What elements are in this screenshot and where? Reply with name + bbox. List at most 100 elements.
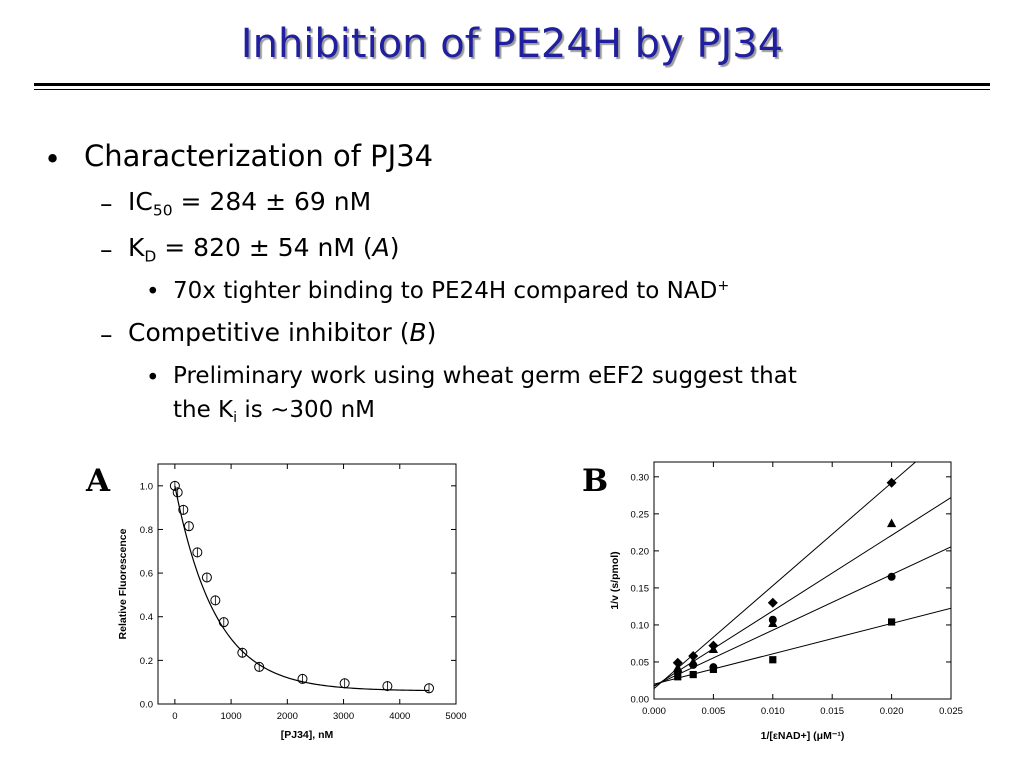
title-divider-thick	[34, 83, 990, 86]
bullet-characterization: Characterization of PJ34	[84, 139, 434, 173]
preliminary-ki-value: is ~300 nM	[237, 397, 376, 423]
chart-a: 0 1000 2000 3000 4000 5000 0.0 0.2 0.4 0.6 0.8 1.0 […	[117, 463, 467, 741]
y-tick-label: 0.10	[631, 620, 650, 631]
ic50-label: IC	[128, 187, 153, 216]
fit-line	[654, 462, 917, 690]
y-axis-label: Relative Fluorescence	[117, 528, 129, 639]
data-point	[210, 595, 221, 606]
slide-title: Inhibition of PE24H by PJ34	[240, 21, 784, 67]
fit-line	[654, 497, 951, 687]
bullet-list: • Characterization of PJ34 – IC50 = 284 …	[44, 139, 797, 426]
y-tick-label: 0.15	[631, 583, 650, 594]
kd-close-paren: )	[389, 233, 400, 262]
data-point	[172, 487, 183, 498]
ic50-value: = 284 ± 69 nM	[172, 187, 372, 216]
binding-text: 70x tighter binding to PE24H compared to…	[173, 277, 718, 304]
dash-marker: –	[100, 320, 113, 349]
y-tick-label: 0.2	[140, 656, 153, 667]
data-point	[424, 683, 435, 694]
plot-frame	[157, 463, 457, 705]
y-axis-label: 1/v (s/pmol)	[609, 551, 621, 609]
data-point	[254, 661, 265, 672]
data-point	[688, 656, 698, 666]
data-point	[709, 663, 718, 672]
x-tick-label: 3000	[333, 711, 354, 722]
dash-marker: –	[100, 189, 113, 218]
x-axis-label: 1/[εNAD+] (μM⁻¹)	[761, 730, 845, 742]
y-tick-label: 0.0	[140, 700, 153, 711]
data-point	[218, 617, 229, 628]
data-point	[887, 572, 896, 581]
x-tick-label: 0.020	[880, 706, 904, 717]
chart-b: 0.000 0.005 0.010 0.015 0.020 0.025 0.00 0.05 0.…	[609, 461, 963, 742]
data-point	[688, 651, 699, 662]
competitive-close-paren: )	[426, 318, 437, 347]
dash-marker: –	[100, 235, 113, 264]
bullet-binding: 70x tighter binding to PE24H compared to…	[173, 279, 729, 303]
kd-panel-ref: A	[372, 233, 390, 262]
y-tick-label: 0.4	[140, 612, 153, 623]
y-tick-label: 0.6	[140, 569, 153, 580]
data-point	[768, 618, 778, 628]
x-tick-label: 1000	[221, 711, 242, 722]
ic50-subscript: 50	[152, 201, 173, 220]
title-divider-thin	[34, 89, 990, 90]
y-tick-label: 0.8	[140, 525, 153, 536]
y-tick-label: 0.20	[631, 546, 650, 557]
fit-line	[654, 546, 951, 687]
y-tick-label: 0.05	[631, 657, 650, 668]
data-point	[178, 504, 189, 515]
x-tick-label: 4000	[389, 711, 410, 722]
x-tick-label: 0.015	[820, 706, 844, 717]
data-point	[237, 647, 248, 658]
data-point	[769, 656, 777, 664]
data-point	[339, 678, 350, 689]
data-point	[767, 597, 778, 608]
kd-subscript: D	[144, 247, 157, 266]
x-tick-label: 0.000	[642, 706, 666, 717]
y-tick-label: 0.25	[631, 509, 650, 520]
x-tick-label: 0.025	[939, 706, 963, 717]
x-tick-label: 0	[172, 711, 177, 722]
x-tick-label: 0.010	[761, 706, 785, 717]
fit-line	[654, 607, 951, 685]
bullet-marker: •	[44, 142, 62, 176]
x-tick-label: 0.005	[702, 706, 726, 717]
data-point	[708, 640, 719, 651]
preliminary-ki-label: the K	[173, 397, 234, 423]
competitive-text: Competitive inhibitor (	[128, 318, 410, 347]
bullet-competitive: Competitive inhibitor (B)	[128, 320, 436, 345]
x-tick-label: 5000	[445, 711, 466, 722]
x-axis-label: [PJ34], nM	[281, 729, 334, 741]
kd-label: K	[128, 233, 145, 262]
bullet-kd: KD = 820 ± 54 nM (A)	[128, 235, 400, 265]
binding-superscript: +	[717, 278, 730, 294]
y-tick-label: 1.0	[140, 481, 153, 492]
data-point	[201, 572, 212, 583]
x-tick-label: 2000	[277, 711, 298, 722]
plot-frame	[653, 461, 952, 700]
y-tick-label: 0.00	[631, 695, 650, 706]
bullet-preliminary-line2: the Ki is ~300 nM	[173, 397, 376, 426]
kd-value: = 820 ± 54 nM (	[156, 233, 373, 262]
data-point	[689, 670, 697, 679]
data-point	[672, 657, 683, 668]
y-tick-label: 0.30	[631, 472, 650, 483]
data-point	[382, 681, 393, 692]
data-point	[297, 673, 308, 684]
bullet-marker: •	[146, 279, 160, 305]
bullet-marker: •	[146, 365, 160, 391]
data-point	[886, 477, 897, 488]
preliminary-ki-subscript: i	[233, 409, 238, 426]
panel-a-letter: A	[86, 463, 111, 499]
data-point	[169, 480, 180, 491]
fit-curve	[174, 485, 430, 692]
bullet-ic50: IC50 = 284 ± 69 nM	[128, 189, 371, 219]
panel-b-letter: B	[582, 463, 609, 499]
data-point	[192, 547, 203, 558]
bullet-preliminary-line1: Preliminary work using wheat germ eEF2 s…	[173, 363, 797, 389]
data-point	[674, 673, 682, 681]
data-point	[888, 618, 896, 626]
data-point	[183, 521, 194, 532]
data-point	[887, 518, 897, 528]
